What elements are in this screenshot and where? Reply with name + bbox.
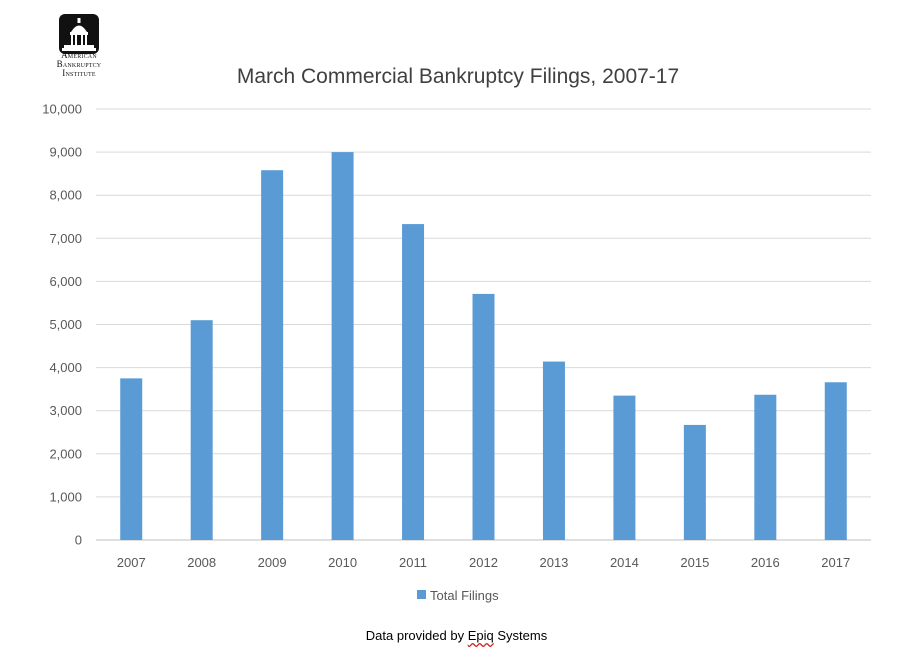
- x-tick-label: 2011: [399, 555, 427, 570]
- logo-line-2: Bankruptcy: [56, 59, 102, 69]
- source-prefix: Data provided by: [365, 628, 468, 643]
- bar: [472, 293, 495, 540]
- y-tick-label: 0: [75, 533, 82, 548]
- bar: [120, 378, 143, 540]
- capitol-dome-icon: [59, 14, 99, 54]
- x-tick-label: 2016: [751, 555, 780, 570]
- source-note: Data provided by Epiq Systems: [0, 628, 913, 643]
- x-tick-label: 2010: [328, 555, 357, 570]
- bar: [613, 395, 636, 540]
- source-suffix: Systems: [493, 628, 548, 643]
- y-tick-label: 8,000: [49, 188, 82, 203]
- logo-wordmark: American Bankruptcy Institute: [30, 51, 128, 78]
- y-tick-label: 4,000: [49, 360, 82, 375]
- x-tick-label: 2014: [610, 555, 639, 570]
- x-tick-label: 2015: [680, 555, 709, 570]
- y-tick-label: 9,000: [49, 145, 82, 160]
- legend: Total Filings: [417, 588, 499, 603]
- bar: [754, 394, 777, 540]
- x-tick-label: 2009: [258, 555, 287, 570]
- bar: [542, 361, 565, 540]
- x-tick-label: 2017: [821, 555, 850, 570]
- y-tick-label: 6,000: [49, 274, 82, 289]
- source-highlight: Epiq: [467, 628, 494, 643]
- y-tick-label: 7,000: [49, 231, 82, 246]
- x-axis-tick-labels: 2007 2008 2009 2010 2011 2012 2013 2014 2015 2016…: [117, 555, 850, 570]
- y-tick-label: 3,000: [49, 403, 82, 418]
- bar: [190, 320, 213, 540]
- logo-line-3: Institute: [62, 68, 96, 78]
- logo-line-1: American: [61, 50, 97, 60]
- bar: [331, 152, 354, 540]
- x-tick-label: 2012: [469, 555, 498, 570]
- y-tick-label: 10,000: [42, 102, 82, 117]
- bar: [402, 224, 425, 540]
- y-tick-label: 5,000: [49, 317, 82, 332]
- x-tick-label: 2013: [539, 555, 568, 570]
- x-tick-label: 2007: [117, 555, 146, 570]
- chart-title: March Commercial Bankruptcy Filings, 200…: [237, 65, 679, 88]
- y-tick-label: 2,000: [49, 446, 82, 461]
- legend-swatch: [417, 590, 426, 599]
- x-tick-label: 2008: [187, 555, 216, 570]
- bars: [120, 152, 847, 540]
- bar: [261, 170, 284, 540]
- bar: [683, 424, 706, 540]
- legend-label: Total Filings: [430, 588, 499, 603]
- y-axis-tick-labels: 0 1,000 2,000 3,000 4,000 5,000 6,000 7,000 8,00…: [42, 102, 82, 548]
- y-tick-label: 1,000: [49, 489, 82, 504]
- bar: [824, 382, 847, 540]
